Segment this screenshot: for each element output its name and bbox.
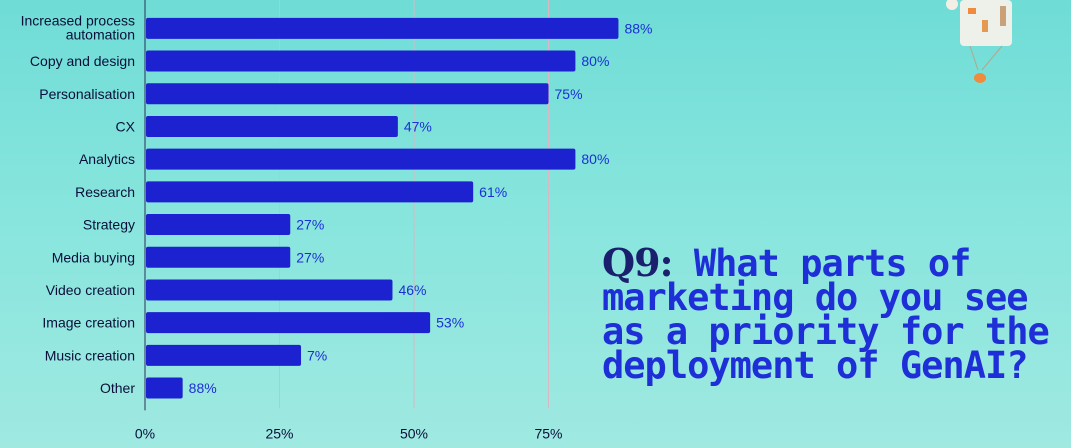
category-label: Media buying (52, 249, 135, 265)
value-label: 80% (581, 151, 609, 167)
category-label: Other (100, 380, 135, 396)
bar (146, 115, 398, 137)
category-label: CX (116, 118, 136, 134)
category-label: Strategy (83, 217, 135, 233)
bar (146, 344, 302, 366)
bar (146, 83, 549, 105)
category-label: Analytics (79, 151, 135, 167)
value-label: 75% (555, 86, 583, 102)
question-heading: Q9: What parts of marketing do you see a… (602, 244, 1062, 385)
x-tick-label: 50% (400, 425, 428, 441)
value-label: 88% (624, 20, 652, 36)
category-label: Video creation (46, 282, 135, 298)
category-labels: Increased process automation Copy and desi… (21, 12, 136, 396)
x-tick-label: 25% (265, 425, 293, 441)
category-label: Research (75, 184, 135, 200)
hot-air-balloon-illustration (946, 0, 1012, 83)
bar (146, 279, 393, 301)
bar (146, 148, 576, 170)
question-text: What parts of marketing do you see as a … (602, 242, 1050, 387)
category-label: Personalisation (39, 86, 135, 102)
value-label: 80% (581, 53, 609, 69)
value-label: 47% (404, 118, 432, 134)
value-label: 46% (398, 282, 426, 298)
bar (146, 50, 576, 72)
value-label: 27% (296, 217, 324, 233)
value-label: 7% (307, 347, 327, 363)
category-label: Copy and design (30, 53, 135, 69)
value-label: 61% (479, 184, 507, 200)
bars (146, 17, 619, 399)
category-label: Image creation (42, 315, 135, 331)
bar (146, 214, 291, 236)
value-label: 27% (296, 249, 324, 265)
category-label: Increased process automation (21, 12, 135, 42)
value-label: 88% (189, 380, 217, 396)
question-number: Q9: (602, 240, 674, 285)
x-tick-label: 0% (135, 425, 155, 441)
x-tick-labels: 0% 25% 50% 75% (135, 425, 563, 441)
bar (146, 312, 431, 334)
value-labels: 88% 80% 75% 47% 80% 61% 27% 27% 46% 53% 7% 88% (189, 20, 653, 396)
category-label: Music creation (45, 347, 135, 363)
bar (146, 246, 291, 268)
value-label: 53% (436, 315, 464, 331)
bar (146, 377, 183, 399)
x-tick-label: 75% (534, 425, 562, 441)
bar (146, 17, 619, 39)
bar (146, 181, 474, 203)
